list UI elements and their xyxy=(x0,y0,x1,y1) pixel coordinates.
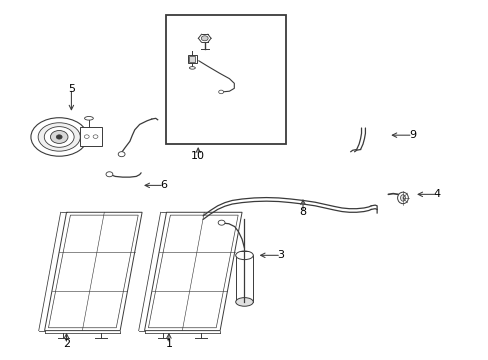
Ellipse shape xyxy=(235,298,253,306)
Text: 12: 12 xyxy=(259,51,273,61)
Text: 3: 3 xyxy=(277,250,284,260)
Ellipse shape xyxy=(44,127,74,147)
Polygon shape xyxy=(144,212,242,330)
Circle shape xyxy=(106,172,113,177)
Ellipse shape xyxy=(397,192,407,204)
Circle shape xyxy=(218,220,224,225)
Text: 10: 10 xyxy=(191,150,205,161)
Bar xyxy=(166,15,285,144)
Polygon shape xyxy=(148,215,238,328)
Ellipse shape xyxy=(84,117,93,120)
Bar xyxy=(187,55,196,63)
Bar xyxy=(235,255,253,302)
Circle shape xyxy=(218,90,223,94)
Ellipse shape xyxy=(235,251,253,260)
Bar xyxy=(189,56,195,62)
Circle shape xyxy=(118,152,125,157)
Ellipse shape xyxy=(400,195,405,201)
Polygon shape xyxy=(44,212,142,330)
Ellipse shape xyxy=(189,67,195,69)
Text: 5: 5 xyxy=(68,84,75,94)
Circle shape xyxy=(84,135,89,138)
Circle shape xyxy=(56,135,62,139)
Bar xyxy=(80,127,102,146)
Text: 7: 7 xyxy=(189,130,197,140)
Text: 8: 8 xyxy=(299,207,306,217)
Text: 4: 4 xyxy=(433,189,440,199)
Text: 2: 2 xyxy=(63,339,70,349)
Text: 11: 11 xyxy=(169,84,183,94)
Circle shape xyxy=(93,135,98,138)
Text: 1: 1 xyxy=(165,339,172,349)
Circle shape xyxy=(201,36,208,41)
Circle shape xyxy=(50,131,68,143)
Ellipse shape xyxy=(38,123,80,151)
Polygon shape xyxy=(48,215,138,328)
Text: 9: 9 xyxy=(408,130,415,140)
Ellipse shape xyxy=(31,118,87,156)
Text: 6: 6 xyxy=(160,180,167,190)
